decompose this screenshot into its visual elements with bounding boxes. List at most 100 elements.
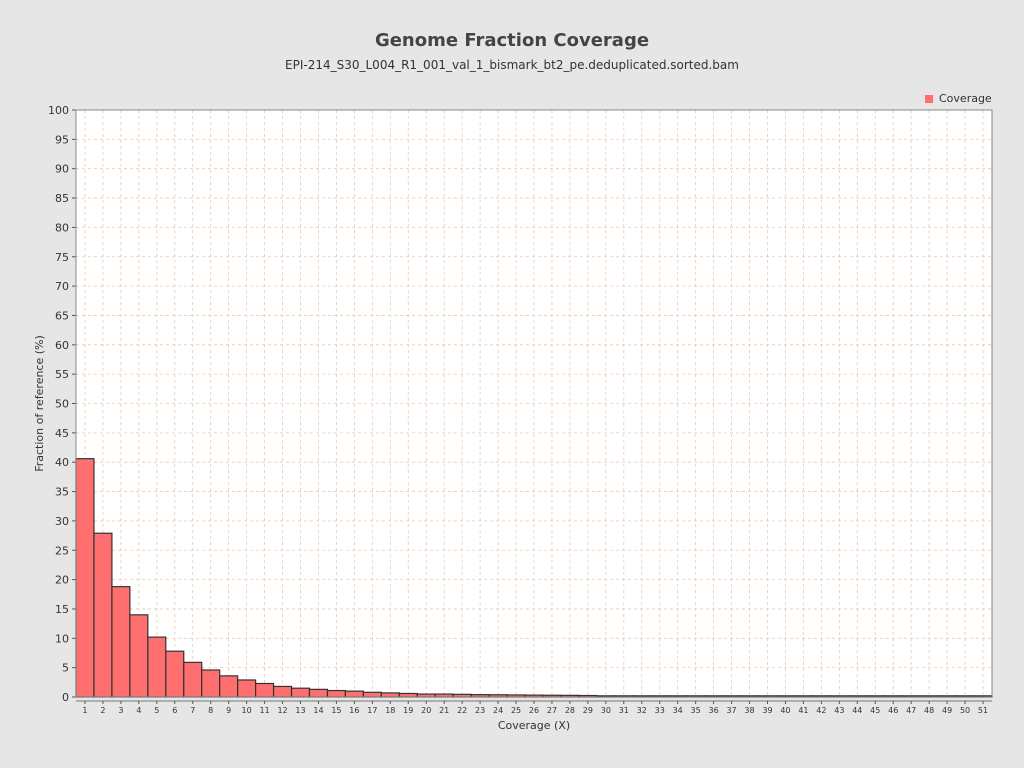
bar xyxy=(183,661,203,698)
y-tick-label: 100 xyxy=(48,104,69,117)
x-tick-label: 33 xyxy=(655,706,665,715)
bar xyxy=(111,586,131,698)
x-tick-label: 31 xyxy=(619,706,629,715)
bar xyxy=(290,687,311,698)
x-tick-label: 16 xyxy=(349,706,359,715)
y-tick-label: 25 xyxy=(55,544,69,557)
x-tick-label: 35 xyxy=(691,706,701,715)
bar xyxy=(326,689,347,698)
x-tick-label: 28 xyxy=(565,706,575,715)
x-tick-label: 2 xyxy=(100,706,105,715)
y-tick-label: 40 xyxy=(55,456,69,469)
plot-border xyxy=(75,109,993,698)
y-tick-label: 85 xyxy=(55,192,69,205)
x-tick-label: 29 xyxy=(583,706,593,715)
bar xyxy=(237,679,257,698)
x-tick-label: 34 xyxy=(673,706,683,715)
x-tick-label: 49 xyxy=(942,706,952,715)
y-tick-label: 55 xyxy=(55,368,69,381)
bar xyxy=(201,669,221,698)
x-tick-label: 43 xyxy=(834,706,844,715)
x-tick-label: 7 xyxy=(190,706,195,715)
x-tick-label: 39 xyxy=(762,706,772,715)
x-tick-label: 14 xyxy=(313,706,323,715)
y-tick-label: 50 xyxy=(55,398,69,411)
y-tick-label: 65 xyxy=(55,309,69,322)
x-tick-label: 15 xyxy=(331,706,341,715)
bar xyxy=(398,692,418,698)
bar xyxy=(255,682,275,698)
x-tick-label: 5 xyxy=(154,706,159,715)
chart-subtitle: EPI-214_S30_L004_R1_001_val_1_bismark_bt… xyxy=(285,58,739,72)
bar xyxy=(129,614,149,698)
x-tick-label: 9 xyxy=(226,706,231,715)
x-tick-label: 19 xyxy=(403,706,413,715)
x-tick-label: 40 xyxy=(780,706,790,715)
y-tick-label: 70 xyxy=(55,280,69,293)
bar xyxy=(165,650,185,698)
y-tick-label: 80 xyxy=(55,221,69,234)
x-tick-label: 47 xyxy=(906,706,916,715)
x-tick-label: 8 xyxy=(208,706,213,715)
x-tick-label: 23 xyxy=(475,706,485,715)
y-axis-label: Fraction of reference (%) xyxy=(33,335,46,472)
bar xyxy=(380,692,400,698)
x-axis: 1 2 3 4 5 6 7 8 9 10 11 12 13 14 15 16 17 18 19 20 21 22 23 24 2… xyxy=(76,700,992,715)
x-tick-label: 12 xyxy=(277,706,287,715)
legend-swatch xyxy=(925,94,933,103)
x-axis-label: Coverage (X) xyxy=(498,719,570,732)
x-tick-label: 26 xyxy=(529,706,539,715)
x-tick-label: 27 xyxy=(547,706,557,715)
x-tick-label: 4 xyxy=(136,706,141,715)
x-tick-label: 3 xyxy=(118,706,123,715)
y-tick-label: 60 xyxy=(55,339,69,352)
y-axis: 0 5 10 15 20 25 30 35 40 45 50 55 60 65 70 75 80 85 90 95 10… xyxy=(48,104,76,704)
x-tick-label: 25 xyxy=(511,706,521,715)
x-tick-label: 44 xyxy=(852,706,862,715)
x-tick-label: 42 xyxy=(816,706,826,715)
y-tick-label: 0 xyxy=(62,691,69,704)
x-tick-label: 36 xyxy=(709,706,719,715)
x-tick-label: 37 xyxy=(726,706,736,715)
x-tick-label: 45 xyxy=(870,706,880,715)
bar xyxy=(147,636,167,698)
y-tick-label: 15 xyxy=(55,603,69,616)
y-tick-label: 30 xyxy=(55,515,69,528)
x-tick-label: 17 xyxy=(367,706,377,715)
bar xyxy=(219,675,239,698)
x-tick-label: 50 xyxy=(960,706,970,715)
bar xyxy=(362,691,382,698)
x-tick-label: 38 xyxy=(744,706,754,715)
y-tick-label: 95 xyxy=(55,133,69,146)
bar xyxy=(308,688,329,698)
legend-label: Coverage xyxy=(939,92,992,105)
y-tick-label: 45 xyxy=(55,427,69,440)
bars xyxy=(75,458,993,698)
x-tick-label: 32 xyxy=(637,706,647,715)
grid xyxy=(76,109,992,698)
y-tick-label: 90 xyxy=(55,163,69,176)
x-tick-label: 51 xyxy=(978,706,988,715)
bar xyxy=(93,532,113,698)
x-tick-label: 24 xyxy=(493,706,503,715)
x-tick-label: 48 xyxy=(924,706,934,715)
bar xyxy=(272,685,293,698)
bar xyxy=(75,458,95,698)
x-tick-label: 10 xyxy=(242,706,252,715)
y-tick-label: 75 xyxy=(55,251,69,264)
x-tick-label: 22 xyxy=(457,706,467,715)
x-tick-label: 20 xyxy=(421,706,431,715)
x-tick-label: 30 xyxy=(601,706,611,715)
x-tick-label: 13 xyxy=(295,706,305,715)
y-tick-label: 35 xyxy=(55,486,69,499)
bar xyxy=(344,690,364,698)
x-tick-label: 6 xyxy=(172,706,177,715)
x-tick-label: 41 xyxy=(798,706,808,715)
chart-title: Genome Fraction Coverage xyxy=(374,30,650,51)
x-tick-label: 18 xyxy=(385,706,395,715)
x-tick-label: 21 xyxy=(439,706,449,715)
y-tick-label: 5 xyxy=(62,662,69,675)
legend: Coverage xyxy=(925,92,992,105)
y-tick-label: 20 xyxy=(55,574,69,587)
